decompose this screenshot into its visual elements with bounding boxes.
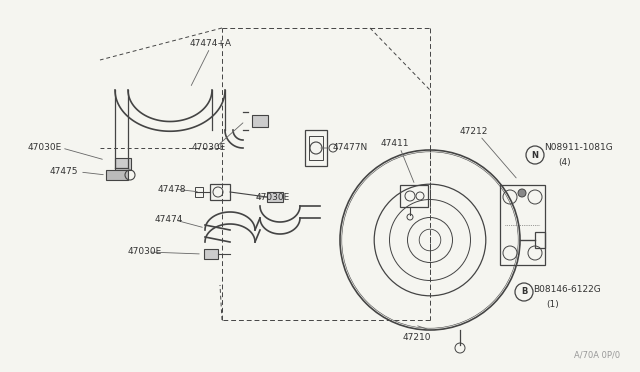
Bar bbox=[204, 249, 218, 259]
Bar bbox=[400, 185, 428, 207]
Text: B08146-6122G: B08146-6122G bbox=[533, 285, 601, 294]
Text: (4): (4) bbox=[558, 158, 571, 167]
Bar bbox=[535, 232, 545, 248]
Text: (1): (1) bbox=[546, 299, 559, 308]
Circle shape bbox=[518, 189, 526, 197]
Bar bbox=[252, 115, 268, 127]
Bar bbox=[500, 185, 545, 265]
Text: 47478: 47478 bbox=[158, 185, 186, 193]
Bar bbox=[106, 170, 128, 180]
Text: 47030E: 47030E bbox=[192, 144, 227, 153]
Text: N08911-1081G: N08911-1081G bbox=[544, 144, 612, 153]
Bar bbox=[305, 130, 327, 166]
Text: 47474: 47474 bbox=[155, 215, 184, 224]
Bar bbox=[210, 184, 230, 200]
Text: 47030E: 47030E bbox=[28, 144, 62, 153]
Bar bbox=[309, 136, 323, 160]
Text: A/70A 0P/0: A/70A 0P/0 bbox=[574, 351, 620, 360]
Text: 47477N: 47477N bbox=[333, 144, 368, 153]
Text: 47030E: 47030E bbox=[256, 192, 291, 202]
Text: B: B bbox=[521, 288, 527, 296]
Text: 47212: 47212 bbox=[460, 128, 488, 137]
Bar bbox=[195, 187, 203, 197]
Text: 47475: 47475 bbox=[50, 167, 79, 176]
Text: 47210: 47210 bbox=[403, 334, 431, 343]
Text: 47411: 47411 bbox=[381, 140, 410, 148]
Bar bbox=[115, 158, 131, 170]
Text: 47474+A: 47474+A bbox=[190, 39, 232, 48]
Text: 47030E: 47030E bbox=[128, 247, 163, 257]
Text: N: N bbox=[531, 151, 538, 160]
Bar bbox=[267, 192, 283, 202]
